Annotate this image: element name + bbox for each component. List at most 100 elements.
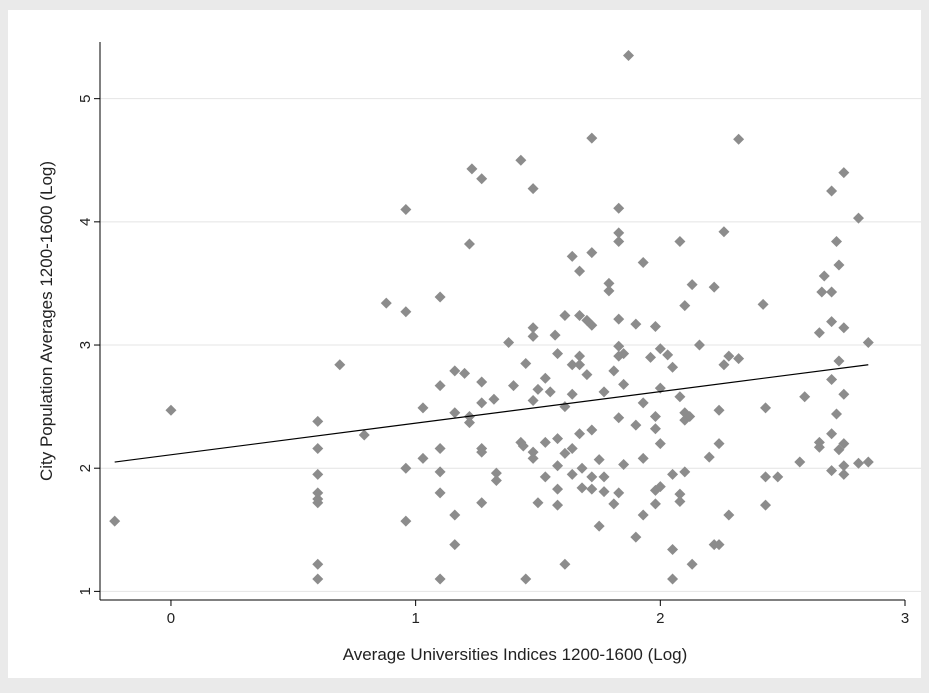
marker	[552, 483, 564, 495]
marker	[693, 339, 705, 351]
marker	[613, 227, 625, 239]
marker	[459, 367, 471, 379]
marker	[312, 442, 324, 454]
marker	[853, 457, 865, 469]
marker	[826, 374, 838, 386]
marker	[826, 428, 838, 440]
marker	[618, 378, 630, 390]
marker	[674, 488, 686, 500]
marker	[586, 471, 598, 483]
marker	[566, 250, 578, 262]
marker	[654, 481, 666, 493]
marker	[593, 454, 605, 466]
marker	[674, 391, 686, 403]
marker	[559, 447, 571, 459]
x-axis-title: Average Universities Indices 1200-1600 (…	[343, 645, 688, 664]
y-tick-label: 1	[77, 587, 94, 595]
marker	[613, 412, 625, 424]
marker	[649, 410, 661, 422]
x-tick-label: 2	[656, 610, 664, 627]
marker	[603, 285, 615, 297]
marker	[708, 281, 720, 293]
marker	[586, 424, 598, 436]
marker	[833, 259, 845, 271]
marker	[733, 133, 745, 145]
marker	[713, 404, 725, 416]
marker	[826, 185, 838, 197]
marker	[576, 462, 588, 474]
marker	[613, 313, 625, 325]
marker	[552, 348, 564, 360]
marker	[312, 558, 324, 570]
marker	[586, 247, 598, 259]
x-tick-label: 0	[167, 610, 175, 627]
marker	[476, 376, 488, 388]
marker	[613, 487, 625, 499]
marker	[667, 361, 679, 373]
marker	[674, 236, 686, 248]
marker	[799, 391, 811, 403]
marker	[566, 388, 578, 400]
marker	[718, 359, 730, 371]
marker	[476, 397, 488, 409]
marker	[434, 291, 446, 303]
marker	[476, 446, 488, 458]
marker	[539, 471, 551, 483]
marker	[630, 531, 642, 543]
marker	[574, 350, 586, 362]
marker	[862, 337, 874, 349]
marker	[532, 497, 544, 509]
marker	[649, 321, 661, 333]
marker	[618, 459, 630, 471]
marker	[608, 498, 620, 510]
marker	[549, 329, 561, 341]
marker	[637, 452, 649, 464]
marker	[109, 515, 121, 527]
marker	[463, 238, 475, 250]
marker	[838, 167, 850, 179]
marker	[165, 404, 177, 416]
marker	[312, 573, 324, 585]
marker	[508, 380, 520, 392]
marker	[833, 444, 845, 456]
marker	[574, 265, 586, 277]
marker	[667, 573, 679, 585]
marker	[574, 359, 586, 371]
marker	[630, 318, 642, 330]
marker	[818, 270, 830, 282]
marker	[312, 415, 324, 427]
marker	[838, 438, 850, 450]
marker	[838, 388, 850, 400]
marker	[723, 509, 735, 521]
marker	[598, 486, 610, 498]
marker	[476, 173, 488, 185]
marker	[598, 386, 610, 398]
marker	[334, 359, 346, 371]
marker	[417, 452, 429, 464]
marker	[649, 498, 661, 510]
marker	[380, 297, 392, 309]
marker	[520, 357, 532, 369]
marker	[400, 462, 412, 474]
marker	[862, 456, 874, 468]
marker	[312, 487, 324, 499]
marker	[358, 429, 370, 441]
marker	[312, 497, 324, 509]
marker	[654, 343, 666, 355]
marker	[520, 573, 532, 585]
marker	[813, 327, 825, 339]
marker	[637, 256, 649, 268]
marker	[488, 393, 500, 405]
marker	[434, 466, 446, 478]
y-tick-label: 4	[77, 218, 94, 226]
marker	[813, 441, 825, 453]
marker	[434, 380, 446, 392]
marker	[667, 543, 679, 555]
marker	[613, 202, 625, 214]
marker	[667, 468, 679, 480]
marker	[679, 300, 691, 312]
marker	[686, 558, 698, 570]
marker	[618, 348, 630, 360]
